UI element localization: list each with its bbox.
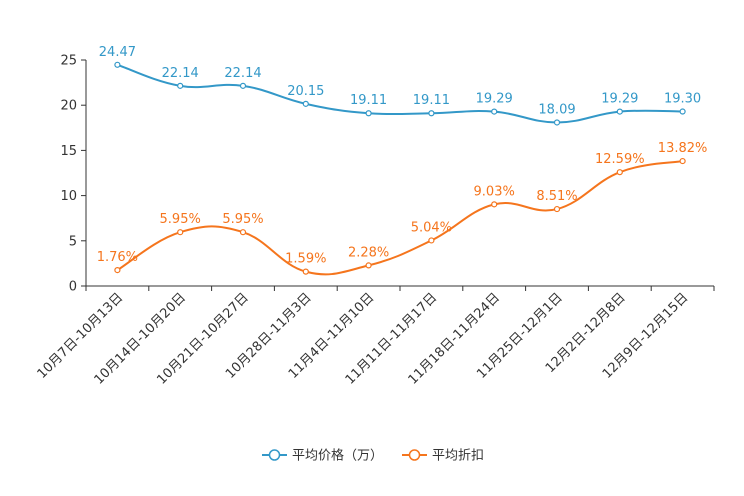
data-label: 19.29 bbox=[601, 92, 638, 107]
legend-label: 平均价格（万） bbox=[292, 448, 383, 464]
series-line bbox=[117, 63, 683, 124]
data-label: 18.09 bbox=[538, 102, 575, 117]
data-point bbox=[177, 229, 184, 236]
y-tick-label: 5 bbox=[69, 234, 77, 249]
data-label: 19.11 bbox=[350, 93, 387, 108]
y-tick-label: 25 bbox=[60, 54, 77, 69]
series-line bbox=[116, 160, 683, 276]
data-point bbox=[177, 82, 184, 89]
data-point bbox=[365, 262, 372, 269]
data-point bbox=[679, 157, 686, 165]
data-label: 22.14 bbox=[224, 66, 261, 81]
data-point bbox=[365, 110, 372, 117]
data-point bbox=[302, 100, 309, 107]
legend-label: 平均折扣 bbox=[432, 449, 484, 464]
data-label: 5.04% bbox=[411, 220, 452, 235]
data-label: 2.28% bbox=[348, 245, 389, 260]
series-layer: 24.47 22.14 22.14 20.15 19.11 19.11 19.29 18.09… bbox=[97, 45, 708, 276]
data-label: 19.29 bbox=[476, 92, 513, 107]
series-avg-discount: 1.76% 5.95% 5.95% 1.59% 2.28% 5.04% 9.03% 8.51%… bbox=[97, 141, 708, 276]
y-tick-label: 15 bbox=[60, 144, 77, 159]
data-label: 19.30 bbox=[664, 92, 701, 107]
data-label: 13.82% bbox=[658, 141, 708, 156]
data-point bbox=[114, 266, 121, 274]
legend-marker-icon bbox=[268, 449, 281, 461]
data-label: 19.11 bbox=[413, 93, 450, 108]
data-point bbox=[491, 108, 498, 115]
data-point bbox=[428, 110, 435, 117]
y-tick-label: 0 bbox=[69, 280, 77, 295]
legend-item-avg-price[interactable]: 平均价格（万） bbox=[262, 448, 383, 464]
series-avg-price: 24.47 22.14 22.14 20.15 19.11 19.11 19.29 18.09… bbox=[99, 45, 701, 126]
data-point bbox=[491, 201, 498, 208]
data-label: 24.47 bbox=[99, 45, 136, 60]
data-point bbox=[679, 108, 686, 115]
y-tick-label: 20 bbox=[60, 99, 77, 114]
data-label: 5.95% bbox=[222, 212, 263, 227]
data-label: 8.51% bbox=[536, 189, 577, 204]
data-point bbox=[553, 119, 561, 126]
data-point bbox=[616, 108, 623, 115]
data-label: 12.59% bbox=[595, 152, 645, 167]
data-label: 5.95% bbox=[160, 212, 201, 227]
legend-marker-icon bbox=[408, 449, 421, 461]
data-point bbox=[239, 229, 247, 236]
data-label: 1.76% bbox=[97, 250, 138, 265]
data-label: 9.03% bbox=[474, 184, 515, 199]
data-label: 20.15 bbox=[287, 84, 324, 99]
data-label: 1.59% bbox=[285, 252, 326, 267]
data-point bbox=[239, 82, 247, 89]
data-point bbox=[302, 268, 309, 275]
legend-item-avg-discount[interactable]: 平均折扣 bbox=[402, 449, 484, 464]
data-point bbox=[553, 205, 561, 213]
data-label: 22.14 bbox=[162, 66, 199, 81]
data-point bbox=[616, 169, 623, 176]
data-point bbox=[114, 61, 121, 68]
y-tick-label: 10 bbox=[60, 189, 77, 204]
data-point bbox=[428, 237, 435, 244]
legend[interactable]: 平均价格（万） 平均折扣 bbox=[262, 448, 484, 464]
